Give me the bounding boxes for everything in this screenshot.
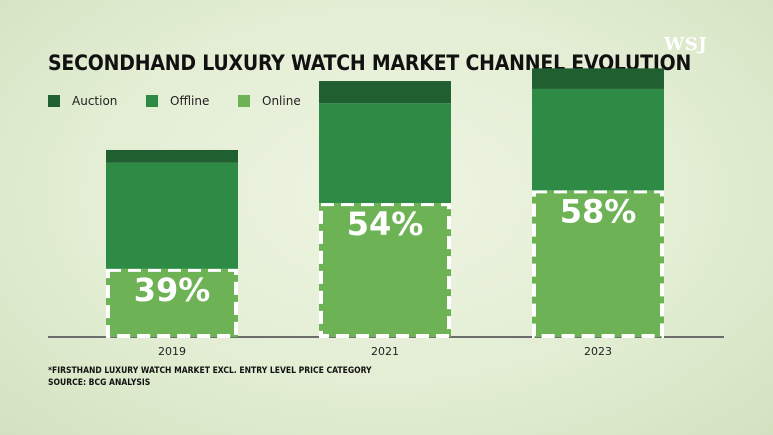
legend-swatch-online xyxy=(238,95,250,107)
data-label-2019: 39% xyxy=(134,271,211,309)
legend-item-offline: Offline xyxy=(146,92,209,110)
chart-footnote: *FIRSTHAND LUXURY WATCH MARKET EXCL. ENT… xyxy=(48,366,372,376)
x-tick-label-2021: 2021 xyxy=(371,345,399,358)
legend-label-online: Online xyxy=(262,94,301,108)
bar-offline-2023 xyxy=(532,88,664,191)
wsj-logo: WSJ xyxy=(664,34,708,55)
x-tick-label-2019: 2019 xyxy=(158,345,186,358)
legend-swatch-auction xyxy=(48,95,60,107)
bar-online-2023 xyxy=(532,190,664,337)
legend-label-auction: Auction xyxy=(72,94,118,108)
bar-online-outline-2023 xyxy=(532,189,664,338)
legend-item-online: Online xyxy=(238,92,301,110)
legend-item-auction: Auction xyxy=(48,92,117,110)
legend-swatch-offline xyxy=(146,95,158,107)
legend-label-offline: Offline xyxy=(170,94,210,108)
chart-source: SOURCE: BCG ANALYSIS xyxy=(48,378,151,388)
bar-auction-2019 xyxy=(106,149,238,163)
bar-online-2019 xyxy=(106,268,238,337)
data-label-2021: 54% xyxy=(347,205,424,243)
bar-auction-2023 xyxy=(532,68,664,89)
x-tick-label-2023: 2023 xyxy=(584,345,612,358)
bar-online-outline-2021 xyxy=(319,202,451,338)
bar-auction-2021 xyxy=(319,81,451,104)
bar-online-2021 xyxy=(319,203,451,337)
bar-offline-2021 xyxy=(319,103,451,204)
bar-offline-2019 xyxy=(106,162,238,269)
data-label-2023: 58% xyxy=(560,192,637,230)
bar-online-outline-2019 xyxy=(106,267,238,338)
